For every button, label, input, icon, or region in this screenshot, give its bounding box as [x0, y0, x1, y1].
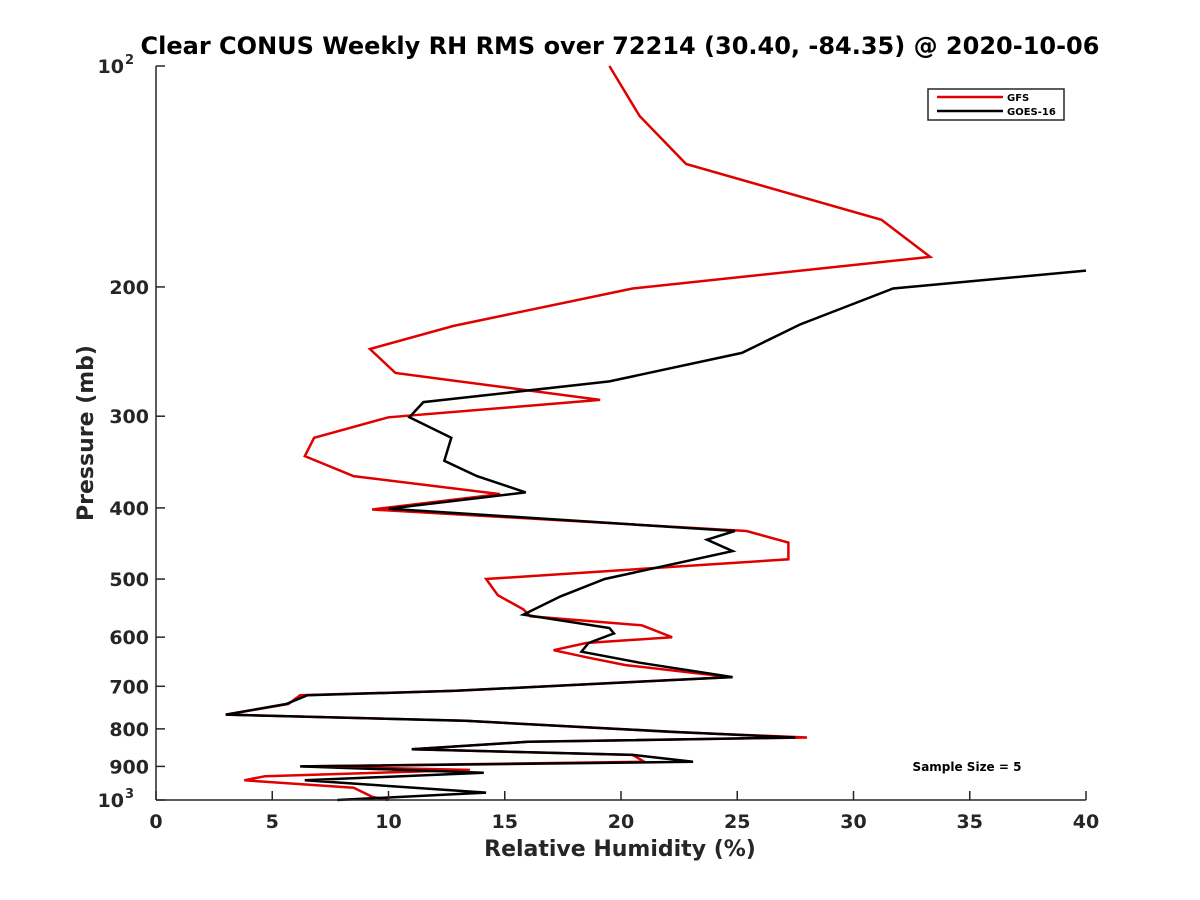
chart-title: Clear CONUS Weekly RH RMS over 72214 (30… [141, 32, 1100, 60]
x-tick-label: 0 [149, 811, 162, 833]
x-tick-label: 10 [375, 811, 401, 833]
x-tick-label: 35 [957, 811, 983, 833]
x-tick-label: 5 [266, 811, 279, 833]
y-tick-label: 800 [109, 719, 149, 741]
y-axis-label: Pressure (mb) [74, 345, 99, 521]
x-tick-label: 25 [724, 811, 750, 833]
y-tick-label: 10 [98, 56, 124, 78]
y-tick-label: 400 [109, 498, 149, 520]
legend-goes-16-label: GOES-16 [1007, 107, 1056, 118]
y-tick-label: 900 [109, 756, 149, 778]
x-tick-label: 30 [840, 811, 866, 833]
y-tick-label: 500 [109, 569, 149, 591]
x-ticks: 0 5 10 15 20 25 30 35 40 [149, 791, 1099, 833]
sample-size-annotation: Sample Size = 5 [913, 760, 1022, 774]
y-tick-exponent: 3 [125, 787, 134, 802]
x-tick-label: 40 [1073, 811, 1099, 833]
y-tick-label: 200 [109, 277, 149, 299]
legend-gfs-label: GFS [1007, 93, 1029, 104]
y-tick-label: 10 [98, 790, 124, 812]
x-tick-label: 20 [608, 811, 634, 833]
y-tick-exponent: 2 [125, 53, 134, 68]
x-axis-label: Relative Humidity (%) [484, 837, 756, 862]
plot-series-layer [225, 65, 1087, 802]
y-tick-label: 600 [109, 627, 149, 649]
chart-legend: GFS GOES-16 [927, 88, 1065, 121]
x-tick-label: 15 [492, 811, 518, 833]
y-tick-label: 300 [109, 406, 149, 428]
y-tick-label: 700 [109, 676, 149, 698]
legend-box [927, 88, 1065, 121]
series-line-goes-16 [225, 269, 1087, 802]
